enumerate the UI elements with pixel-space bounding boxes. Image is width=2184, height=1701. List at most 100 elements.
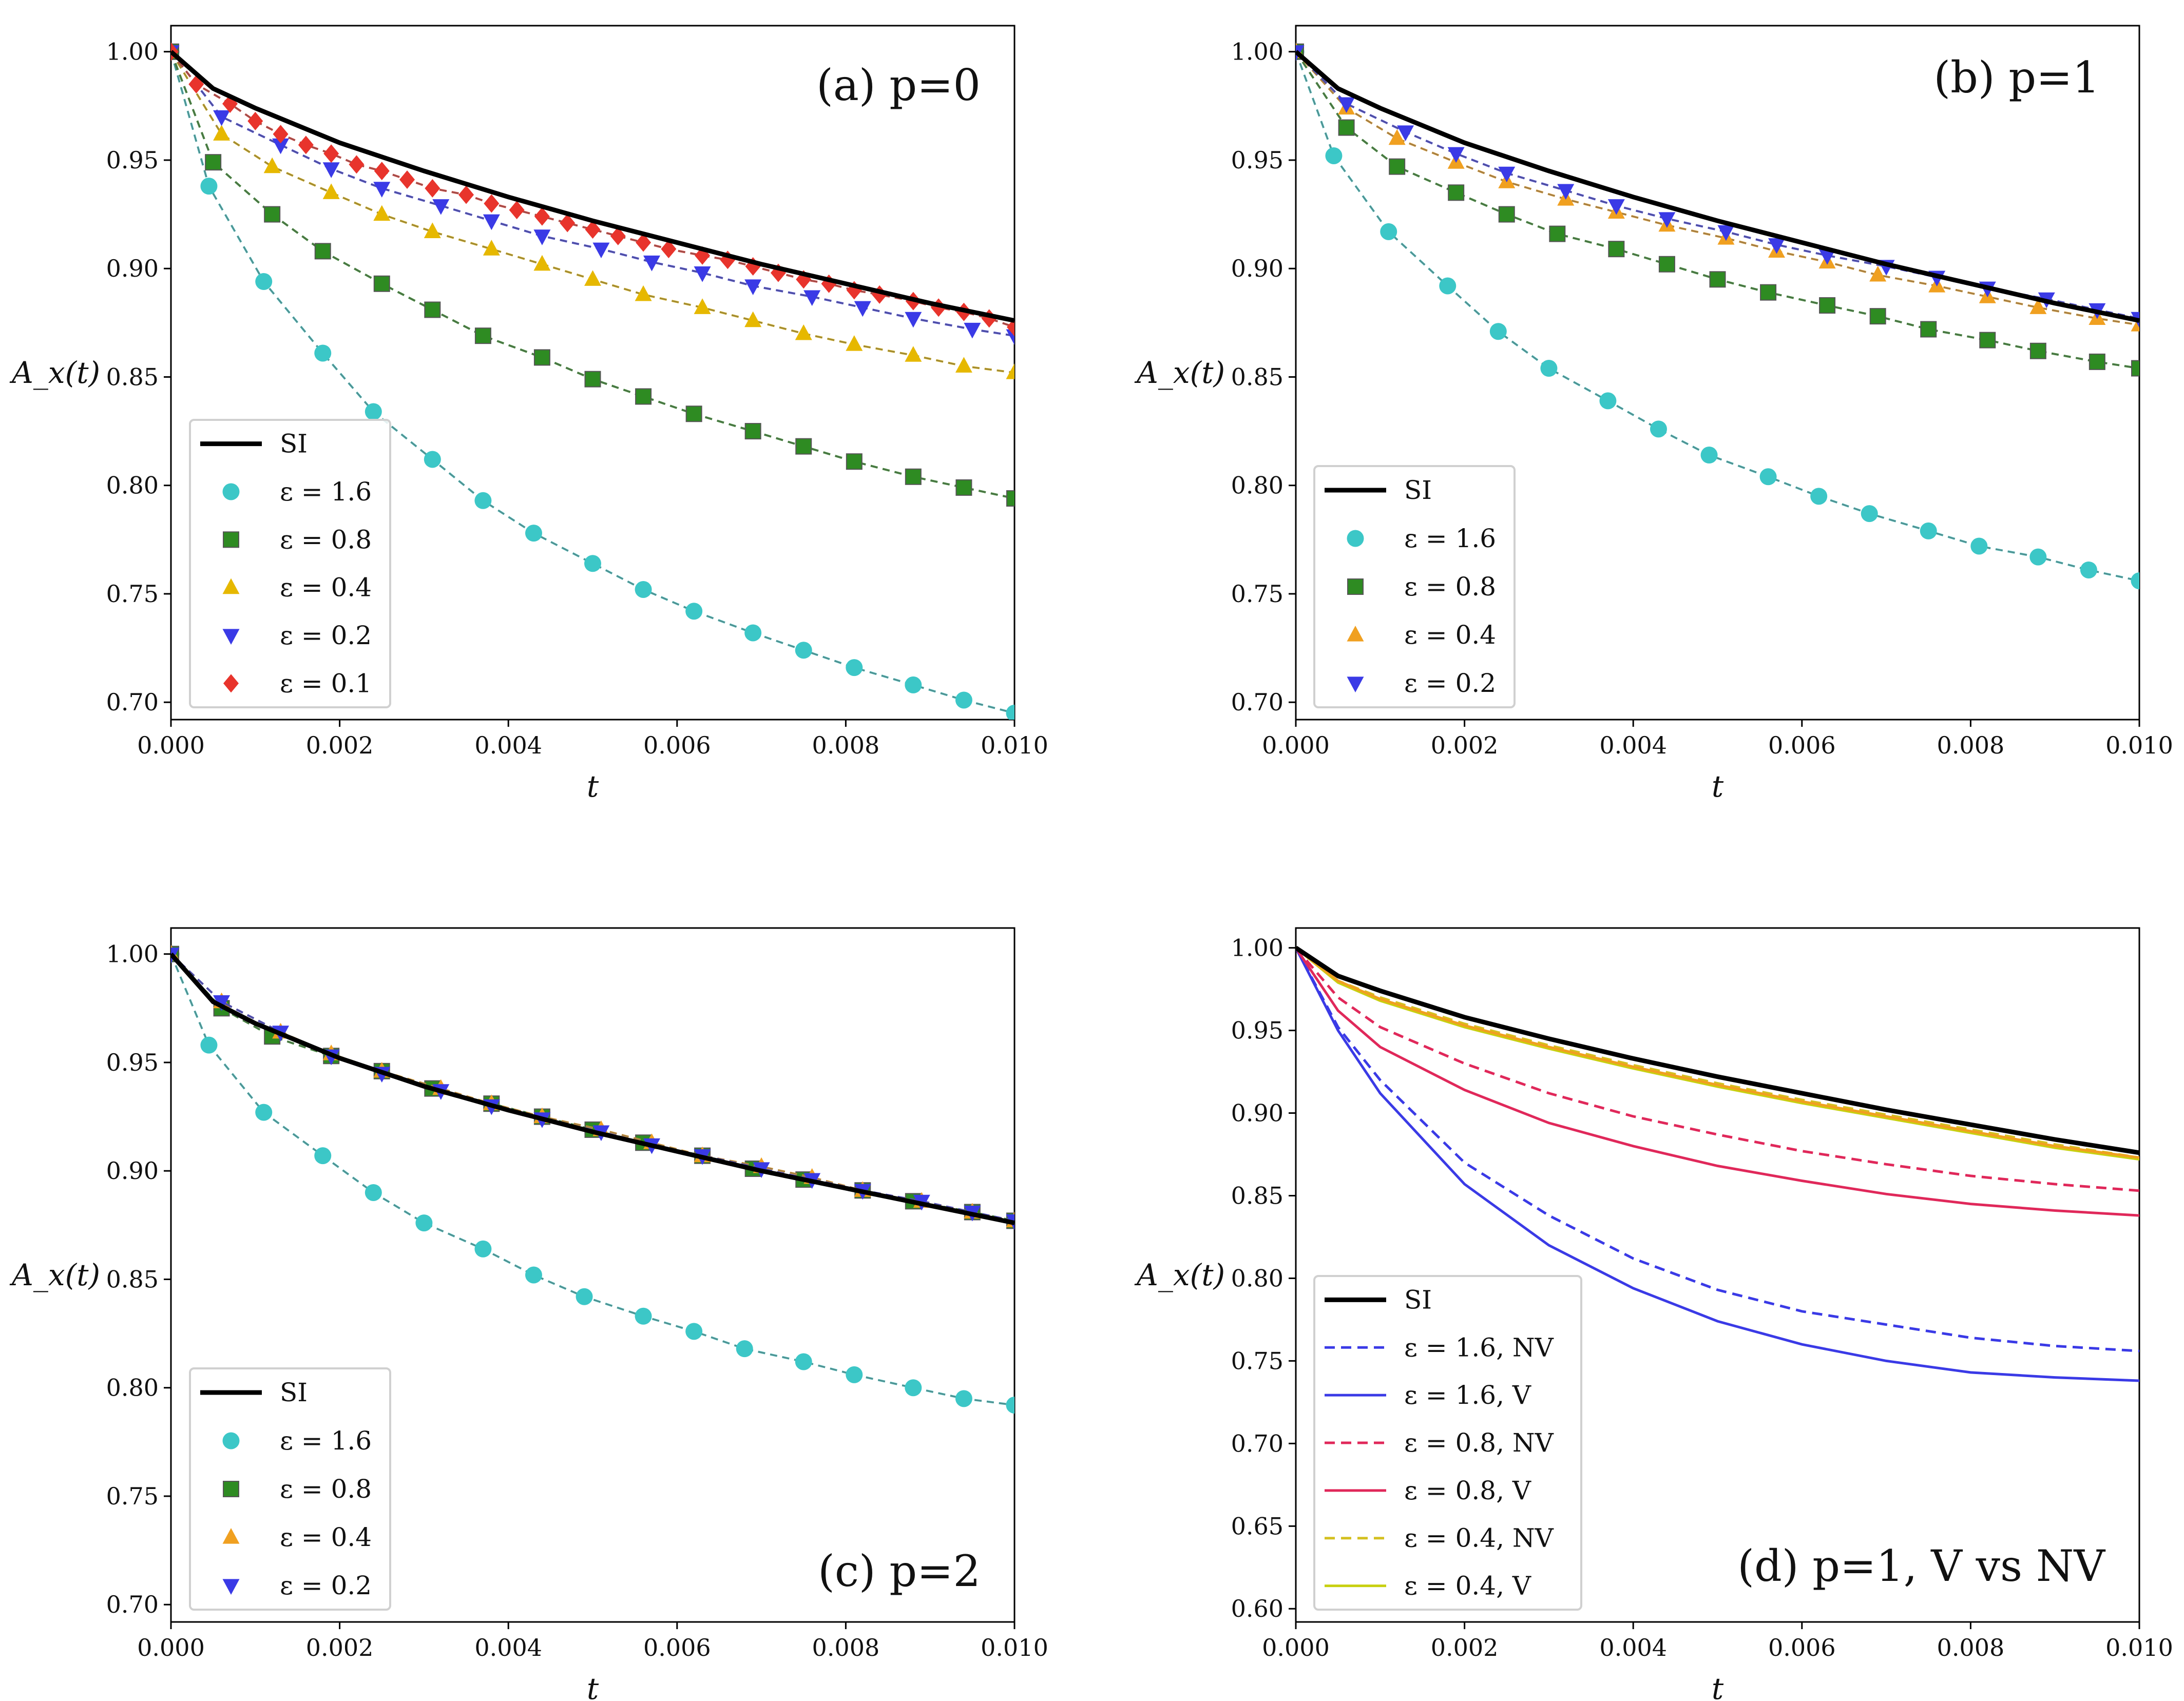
series-1-point [365, 403, 382, 420]
legend-marker [222, 629, 240, 645]
series-5-point [399, 170, 415, 189]
series-4-point [322, 162, 340, 178]
series-1-point [1380, 223, 1397, 240]
series-2-point [1389, 158, 1406, 175]
series-3-point [1869, 265, 1887, 282]
series-2-point [2029, 342, 2046, 359]
plot-frame [170, 927, 1016, 1623]
series-2-line [1296, 947, 2139, 1382]
y-tick-label: 0.85 [1231, 1182, 1283, 1209]
x-tick-label: 0.000 [137, 1634, 205, 1661]
y-tick-label: 0.85 [106, 1265, 159, 1293]
series-5-point [661, 240, 677, 259]
series-2-point [1338, 119, 1355, 136]
series-2-point [846, 453, 863, 470]
series-2-point [1006, 490, 1014, 507]
y-tick-label: 0.95 [106, 146, 159, 174]
series-4-point [483, 214, 500, 230]
legend-box [189, 419, 391, 708]
series-4-point [744, 279, 762, 295]
series-2-point [584, 371, 601, 388]
series-1-point [200, 178, 218, 195]
legend-label: ε = 0.4 [1404, 620, 1496, 650]
series-3-point [424, 222, 441, 238]
legend-marker [222, 1432, 240, 1449]
series-1-point [1650, 420, 1667, 438]
x-tick-label: 0.004 [1599, 731, 1667, 759]
series-1-point [200, 1036, 218, 1054]
series-1-point [1540, 360, 1558, 377]
panel-title: (d) p=1, V vs NV [1737, 1541, 2105, 1591]
y-axis-label: A_x(t) [1134, 355, 1225, 390]
y-axis-label: A_x(t) [9, 1258, 100, 1292]
y-tick-label: 0.95 [106, 1049, 159, 1076]
series-1-point [1810, 488, 1828, 505]
legend-label: ε = 0.8, V [1404, 1476, 1531, 1505]
series-1-point [955, 691, 972, 709]
y-tick-label: 1.00 [1231, 934, 1283, 962]
series-4-point [1658, 212, 1676, 228]
series-2-point [2131, 360, 2139, 377]
series-3-point [322, 183, 340, 199]
series-1-point [474, 492, 492, 509]
series-1-line [1296, 947, 2139, 1352]
series-4-point [1338, 97, 1355, 113]
series-4-point [1818, 249, 1836, 265]
series-1-point [846, 659, 863, 676]
series-4-point [1557, 184, 1575, 200]
x-tick-label: 0.004 [474, 731, 542, 759]
series-3-point [373, 205, 391, 221]
series-5-point [349, 155, 365, 174]
series-3-point [905, 346, 922, 362]
plot-frame [1295, 927, 2140, 1623]
x-axis-label: t [587, 1671, 599, 1701]
series-1-point [424, 451, 441, 468]
series-2-point [955, 479, 972, 496]
series-4-point [373, 182, 391, 198]
series-3-point [795, 324, 812, 340]
series-4-point [643, 255, 661, 272]
series-5-point [509, 201, 525, 220]
legend-label: ε = 0.2 [280, 621, 372, 650]
series-2-point [1819, 297, 1836, 314]
y-tick-label: 0.95 [1231, 1017, 1283, 1045]
series-1-point [1006, 704, 1014, 720]
legend-marker [223, 1481, 239, 1497]
series-3-point [744, 311, 762, 327]
y-tick-label: 0.85 [106, 363, 159, 391]
y-tick-label: 0.70 [106, 688, 159, 716]
series-1-point [795, 642, 812, 659]
x-tick-label: 0.002 [306, 731, 374, 759]
x-tick-label: 0.008 [812, 1634, 880, 1661]
series-1-line-overlay [171, 51, 1014, 714]
series-4-point [213, 995, 231, 1011]
series-4-point [1607, 199, 1625, 215]
series-5-point [273, 125, 289, 144]
legend: SI ε = 1.6 ε = 0.8 ε = 0.4 ε = 0.2 [1313, 465, 1516, 708]
series-5-point [425, 179, 440, 198]
series-4-point [1498, 166, 1516, 183]
x-tick-label: 0.010 [981, 731, 1048, 759]
series-3-point [955, 357, 972, 373]
legend-label: ε = 1.6 [1404, 524, 1496, 553]
series-1-point [1489, 323, 1507, 340]
series-3-point [694, 298, 711, 314]
series-1-point [255, 1104, 273, 1121]
panel-d: 0.000 0.002 0.004 0.006 0.008 0.010 0.60 0.65 0.… [1134, 927, 2173, 1701]
y-tick-label: 0.60 [1231, 1595, 1283, 1622]
series-5-point [298, 136, 314, 154]
legend-marker [223, 531, 239, 548]
series-3-point [635, 285, 652, 301]
series-2-point [905, 468, 922, 485]
x-tick-label: 0.004 [474, 1634, 542, 1661]
series-2-point [1608, 241, 1625, 258]
y-tick-label: 1.00 [1231, 38, 1283, 66]
legend-label: ε = 0.4 [280, 573, 372, 603]
series-1-point [736, 1340, 753, 1358]
legend-marker [1347, 530, 1364, 547]
series-1-point [1759, 468, 1777, 486]
legend-label: ε = 1.6, V [1404, 1380, 1531, 1410]
series-2-point [685, 405, 702, 422]
series-group [1296, 42, 2139, 590]
series-2-point [424, 301, 441, 318]
